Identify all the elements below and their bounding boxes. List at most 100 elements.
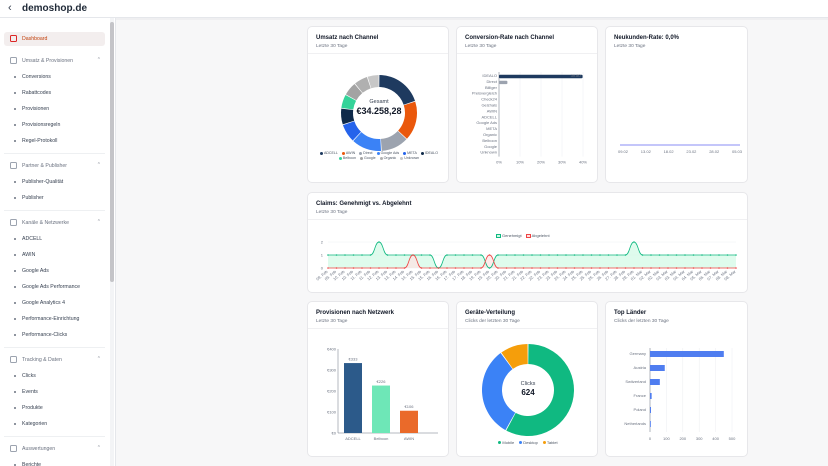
point-genehmigt[interactable] (369, 254, 372, 256)
legend-item[interactable]: META (403, 151, 417, 155)
legend-genehmigt[interactable]: Genehmigt (496, 233, 522, 238)
chevron-up-icon[interactable]: ⌃ (96, 445, 101, 451)
sidebar-item[interactable]: Performance-Clicks (4, 328, 105, 342)
point-abgelehnt[interactable] (641, 267, 644, 269)
point-abgelehnt[interactable] (352, 267, 355, 269)
point-genehmigt[interactable] (735, 254, 737, 256)
point-genehmigt[interactable] (471, 254, 474, 256)
point-genehmigt[interactable] (454, 254, 457, 256)
donut-slice-desktop[interactable] (482, 353, 516, 431)
point-genehmigt[interactable] (658, 254, 661, 256)
point-abgelehnt[interactable] (667, 267, 669, 269)
sidebar-item[interactable]: Conversions (4, 70, 105, 84)
point-genehmigt[interactable] (378, 241, 380, 243)
legend-item[interactable]: Direct (359, 151, 373, 155)
point-genehmigt[interactable] (675, 254, 678, 256)
chevron-up-icon[interactable]: ⌃ (96, 162, 101, 168)
sidebar-item[interactable]: Publisher-Qualität (4, 175, 105, 189)
point-abgelehnt[interactable] (718, 267, 720, 269)
point-abgelehnt[interactable] (548, 267, 550, 269)
chevron-up-icon[interactable]: ⌃ (96, 356, 101, 362)
point-genehmigt[interactable] (633, 241, 635, 243)
legend-desktop[interactable]: Desktop (519, 440, 538, 445)
donut-slice-direct[interactable] (380, 130, 407, 151)
donut-slice-mobile[interactable] (506, 344, 574, 436)
point-abgelehnt[interactable] (522, 267, 525, 269)
legend-mobile[interactable]: Mobile (498, 440, 514, 445)
bar-germany[interactable] (650, 351, 724, 357)
point-genehmigt[interactable] (701, 254, 703, 256)
bar-netherlands[interactable] (650, 421, 651, 427)
point-genehmigt[interactable] (709, 254, 712, 256)
point-genehmigt[interactable] (667, 254, 669, 256)
point-genehmigt[interactable] (497, 254, 499, 256)
point-genehmigt[interactable] (395, 254, 397, 256)
point-genehmigt[interactable] (403, 254, 406, 256)
sidebar-item[interactable]: Performance-Einrichtung (4, 312, 105, 326)
point-abgelehnt[interactable] (446, 267, 448, 269)
sidebar-section-1[interactable]: Umsatz & Provisionen ⌃ (4, 54, 105, 68)
point-abgelehnt[interactable] (624, 267, 627, 269)
point-genehmigt[interactable] (556, 254, 559, 256)
point-genehmigt[interactable] (650, 254, 652, 256)
donut-slice-google-ads[interactable] (353, 132, 382, 151)
point-abgelehnt[interactable] (420, 267, 423, 269)
point-genehmigt[interactable] (386, 254, 389, 256)
point-abgelehnt[interactable] (437, 267, 440, 269)
point-genehmigt[interactable] (335, 254, 338, 256)
point-abgelehnt[interactable] (709, 267, 712, 269)
donut-slice-awin[interactable] (398, 101, 417, 139)
point-abgelehnt[interactable] (361, 267, 363, 269)
point-genehmigt[interactable] (429, 254, 431, 256)
point-abgelehnt[interactable] (692, 267, 695, 269)
sidebar-scrollbar-thumb[interactable] (110, 22, 114, 282)
donut-slice-belboon[interactable] (341, 95, 357, 110)
donut-slice-unknown[interactable] (367, 75, 379, 89)
point-abgelehnt[interactable] (395, 267, 397, 269)
point-genehmigt[interactable] (361, 254, 363, 256)
point-abgelehnt[interactable] (565, 267, 567, 269)
sidebar-item[interactable]: Clicks (4, 369, 105, 383)
donut-slice-tablet[interactable] (501, 344, 528, 369)
point-abgelehnt[interactable] (327, 267, 329, 269)
sidebar-item[interactable]: Berichte (4, 458, 105, 466)
point-abgelehnt[interactable] (514, 267, 516, 269)
donut-slice-idealo[interactable] (341, 108, 355, 125)
point-genehmigt[interactable] (718, 254, 720, 256)
point-abgelehnt[interactable] (556, 267, 559, 269)
sidebar-item[interactable]: Rabattcodes (4, 86, 105, 100)
sidebar-section-4[interactable]: Tracking & Daten ⌃ (4, 353, 105, 367)
sidebar-item[interactable]: Google Ads Performance (4, 280, 105, 294)
point-abgelehnt[interactable] (701, 267, 703, 269)
legend-item[interactable]: AWIN (341, 151, 355, 155)
point-abgelehnt[interactable] (607, 267, 610, 269)
point-genehmigt[interactable] (446, 254, 448, 256)
legend-item[interactable]: Organic (379, 156, 396, 160)
point-genehmigt[interactable] (624, 254, 627, 256)
provisions-bar-chart[interactable]: €0 €100 €200 €300 €400 €333 ADCELL €226 Belboon €… (308, 302, 449, 457)
sidebar-item-dashboard[interactable]: Dashboard (4, 32, 105, 46)
bar-austria[interactable] (650, 365, 665, 371)
chevron-up-icon[interactable]: ⌃ (96, 219, 101, 225)
point-genehmigt[interactable] (548, 254, 550, 256)
point-abgelehnt[interactable] (658, 267, 661, 269)
sidebar-item[interactable]: Google Ads (4, 264, 105, 278)
legend-item[interactable]: Google (360, 156, 376, 160)
chevron-up-icon[interactable]: ⌃ (96, 57, 101, 63)
point-abgelehnt[interactable] (650, 267, 652, 269)
point-genehmigt[interactable] (327, 254, 329, 256)
point-genehmigt[interactable] (480, 254, 482, 256)
point-genehmigt[interactable] (607, 254, 610, 256)
point-abgelehnt[interactable] (463, 267, 465, 269)
point-abgelehnt[interactable] (735, 267, 737, 269)
point-genehmigt[interactable] (599, 254, 601, 256)
bar-switzerland[interactable] (650, 379, 660, 385)
point-abgelehnt[interactable] (344, 267, 346, 269)
device-donut-chart[interactable] (457, 302, 598, 457)
top-countries-chart[interactable]: 0 100 200 300 400 500 Germany Austria Switzerlan… (606, 302, 748, 457)
bar-adcell[interactable] (344, 363, 362, 433)
bar-poland[interactable] (650, 407, 651, 413)
point-abgelehnt[interactable] (488, 254, 491, 256)
point-abgelehnt[interactable] (429, 267, 431, 269)
